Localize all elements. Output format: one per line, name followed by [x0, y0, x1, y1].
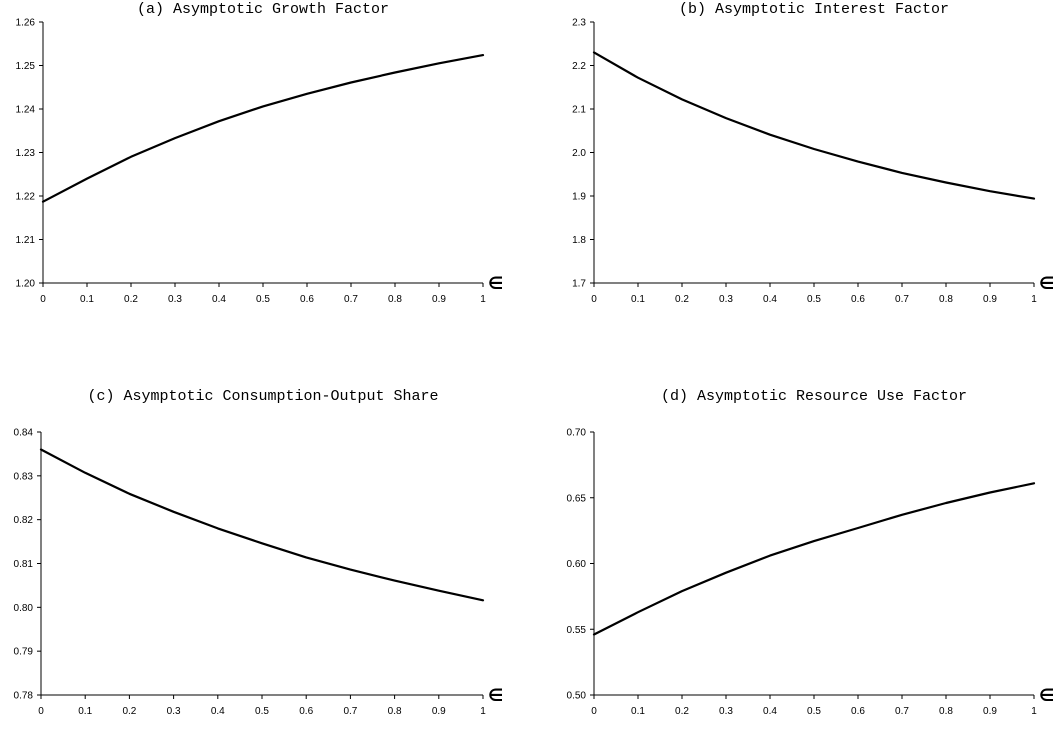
x-tick-label: 0.3 — [719, 294, 733, 305]
y-tick-label: 0.83 — [14, 471, 34, 482]
x-tick-label: 0.2 — [122, 706, 136, 717]
x-tick-label: 0.3 — [168, 294, 182, 305]
panel-growth-factor: (a) Asymptotic Growth Factor 1.20 1.21 1.22… — [16, 1, 504, 305]
x-tick-label: 0.4 — [763, 294, 777, 305]
x-tick-label: 0.9 — [983, 706, 997, 717]
x-tick-label: 0.1 — [631, 294, 645, 305]
x-tick-label: 0.8 — [939, 706, 953, 717]
x-axis-label: ∈ — [1039, 686, 1054, 706]
y-tick-label: 2.1 — [572, 105, 586, 116]
y-tick-label: 1.23 — [16, 148, 36, 159]
x-tick-label: 0.4 — [211, 706, 225, 717]
x-tick-label: 0.9 — [432, 294, 446, 305]
chart-title: (b) Asymptotic Interest Factor — [679, 1, 949, 18]
x-tick-label: 0.6 — [851, 294, 865, 305]
x-axis-label: ∈ — [488, 274, 503, 294]
x-tick-label: 0.6 — [851, 706, 865, 717]
x-tick-label: 0.8 — [388, 706, 402, 717]
y-tick-label: 0.78 — [14, 691, 34, 702]
x-tick-label: 0.7 — [895, 706, 909, 717]
y-tick-label: 1.9 — [572, 192, 586, 203]
y-tick-label: 0.55 — [567, 625, 587, 636]
chart-title: (d) Asymptotic Resource Use Factor — [661, 388, 967, 405]
x-tick-label: 1 — [1031, 294, 1037, 305]
series-line — [41, 450, 483, 601]
x-tick-label: 0.5 — [807, 294, 821, 305]
x-tick-label: 0.2 — [124, 294, 138, 305]
y-tick-label: 1.24 — [16, 105, 36, 116]
y-tick-label: 1.25 — [16, 61, 36, 72]
x-tick-label: 0.4 — [212, 294, 226, 305]
x-tick-label: 0 — [591, 706, 597, 717]
x-axis-label: ∈ — [1039, 274, 1054, 294]
x-tick-label: 0.7 — [895, 294, 909, 305]
x-axis-label: ∈ — [488, 686, 503, 706]
y-tick-label: 0.79 — [14, 647, 34, 658]
series-line — [594, 52, 1034, 198]
y-tick-label: 0.60 — [567, 559, 587, 570]
x-tick-label: 0.3 — [167, 706, 181, 717]
y-tick-label: 2.3 — [572, 18, 586, 29]
x-tick-label: 0.4 — [763, 706, 777, 717]
chart-title: (a) Asymptotic Growth Factor — [137, 1, 389, 18]
panel-resource-use-factor: (d) Asymptotic Resource Use Factor0.500.… — [567, 388, 1055, 717]
x-tick-label: 0.5 — [256, 294, 270, 305]
x-tick-label: 0.1 — [80, 294, 94, 305]
x-tick-label: 0.3 — [719, 706, 733, 717]
y-tick-label: 0.84 — [14, 428, 34, 439]
x-tick-label: 0 — [38, 706, 44, 717]
panel-interest-factor: (b) Asymptotic Interest Factor 1.7 1.8 1.9 2… — [572, 1, 1054, 305]
x-tick-label: 0.8 — [939, 294, 953, 305]
x-tick-label: 0.5 — [807, 706, 821, 717]
chart-title: (c) Asymptotic Consumption-Output Share — [87, 388, 438, 405]
panel-consumption-output-share: (c) Asymptotic Consumption-Output Share 0… — [14, 388, 504, 717]
y-tick-label: 2.2 — [572, 61, 586, 72]
x-tick-label: 1 — [480, 294, 486, 305]
x-tick-label: 0.9 — [432, 706, 446, 717]
y-tick-label: 1.8 — [572, 235, 586, 246]
x-tick-label: 0.1 — [631, 706, 645, 717]
x-tick-label: 0 — [591, 294, 597, 305]
series-line — [43, 55, 483, 202]
y-tick-label: 1.20 — [16, 279, 36, 290]
series-line — [594, 483, 1034, 634]
y-tick-label: 2.0 — [572, 148, 586, 159]
y-tick-label: 0.82 — [14, 515, 34, 526]
x-tick-label: 0.6 — [299, 706, 313, 717]
x-tick-label: 0.7 — [344, 294, 358, 305]
y-tick-label: 0.80 — [14, 603, 34, 614]
x-tick-label: 0 — [40, 294, 46, 305]
y-tick-label: 1.21 — [16, 235, 36, 246]
y-tick-label: 1.7 — [572, 279, 586, 290]
x-tick-label: 0.6 — [300, 294, 314, 305]
y-tick-label: 1.26 — [16, 18, 36, 29]
x-tick-label: 1 — [1031, 706, 1037, 717]
x-tick-label: 0.8 — [388, 294, 402, 305]
x-tick-label: 0.7 — [343, 706, 357, 717]
y-tick-label: 0.50 — [567, 691, 587, 702]
x-tick-label: 0.2 — [675, 706, 689, 717]
y-tick-label: 0.70 — [567, 428, 587, 439]
y-tick-label: 0.65 — [567, 493, 587, 504]
x-tick-label: 0.9 — [983, 294, 997, 305]
x-tick-label: 1 — [480, 706, 486, 717]
x-tick-label: 0.2 — [675, 294, 689, 305]
y-tick-label: 1.22 — [16, 192, 36, 203]
x-tick-label: 0.1 — [78, 706, 92, 717]
x-tick-label: 0.5 — [255, 706, 269, 717]
y-tick-label: 0.81 — [14, 559, 34, 570]
